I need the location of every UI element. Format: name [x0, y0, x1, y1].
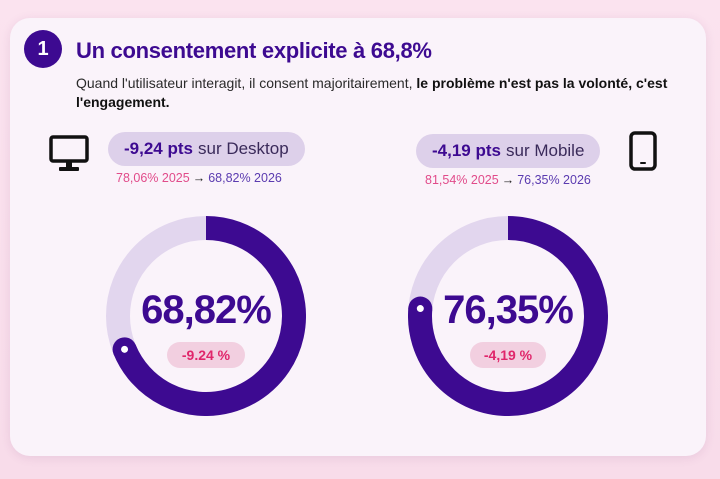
desktop-donut-delta: -9.24 %: [167, 342, 245, 368]
section-title: Un consentement explicite à 68,8%: [76, 38, 432, 63]
mobile-pts: -4,19 pts: [432, 141, 501, 160]
desktop-donut-value: 68,82%: [141, 288, 272, 332]
mobile-segment-label: sur Mobile: [505, 141, 585, 160]
desktop-donut-end-dot: [121, 345, 129, 353]
section-number-badge: 1: [24, 30, 62, 68]
mobile-phone-icon: [629, 131, 657, 171]
consent-card: 1 Un consentement explicite à 68,8% Quan…: [10, 18, 706, 456]
mobile-arrow: →: [501, 173, 515, 187]
desktop-pts: -9,24 pts: [124, 139, 193, 158]
mobile-donut-chart: [408, 216, 608, 416]
mobile-trend: 81,54% 2025 → 76,35% 2026: [425, 173, 591, 187]
mobile-new-value: 76,35% 2026: [517, 173, 591, 187]
mobile-delta-pill: -4,19 pts sur Mobile: [416, 134, 601, 168]
mobile-old-value: 81,54% 2025: [425, 173, 499, 187]
subtitle-text: Quand l'utilisateur interagit, il consen…: [76, 75, 417, 91]
desktop-old-value: 78,06% 2025: [116, 171, 190, 185]
desktop-segment-label: sur Desktop: [197, 139, 289, 158]
desktop-arrow: →: [192, 171, 206, 185]
desktop-donut-chart: [106, 216, 306, 416]
section-subtitle: Quand l'utilisateur interagit, il consen…: [76, 74, 676, 112]
desktop-donut-value-slice: [113, 216, 306, 416]
mobile-donut-delta: -4,19 %: [470, 342, 546, 368]
desktop-monitor-icon: [49, 135, 89, 171]
mobile-donut-value-slice: [408, 216, 608, 416]
subtitle-emphasis: le problème n'est pas la volonté, c'est …: [76, 75, 668, 110]
desktop-delta-pill: -9,24 pts sur Desktop: [108, 132, 305, 166]
desktop-trend: 78,06% 2025 → 68,82% 2026: [116, 171, 282, 185]
mobile-donut-value: 76,35%: [443, 288, 574, 332]
mobile-donut-end-dot: [416, 305, 424, 313]
desktop-new-value: 68,82% 2026: [208, 171, 282, 185]
